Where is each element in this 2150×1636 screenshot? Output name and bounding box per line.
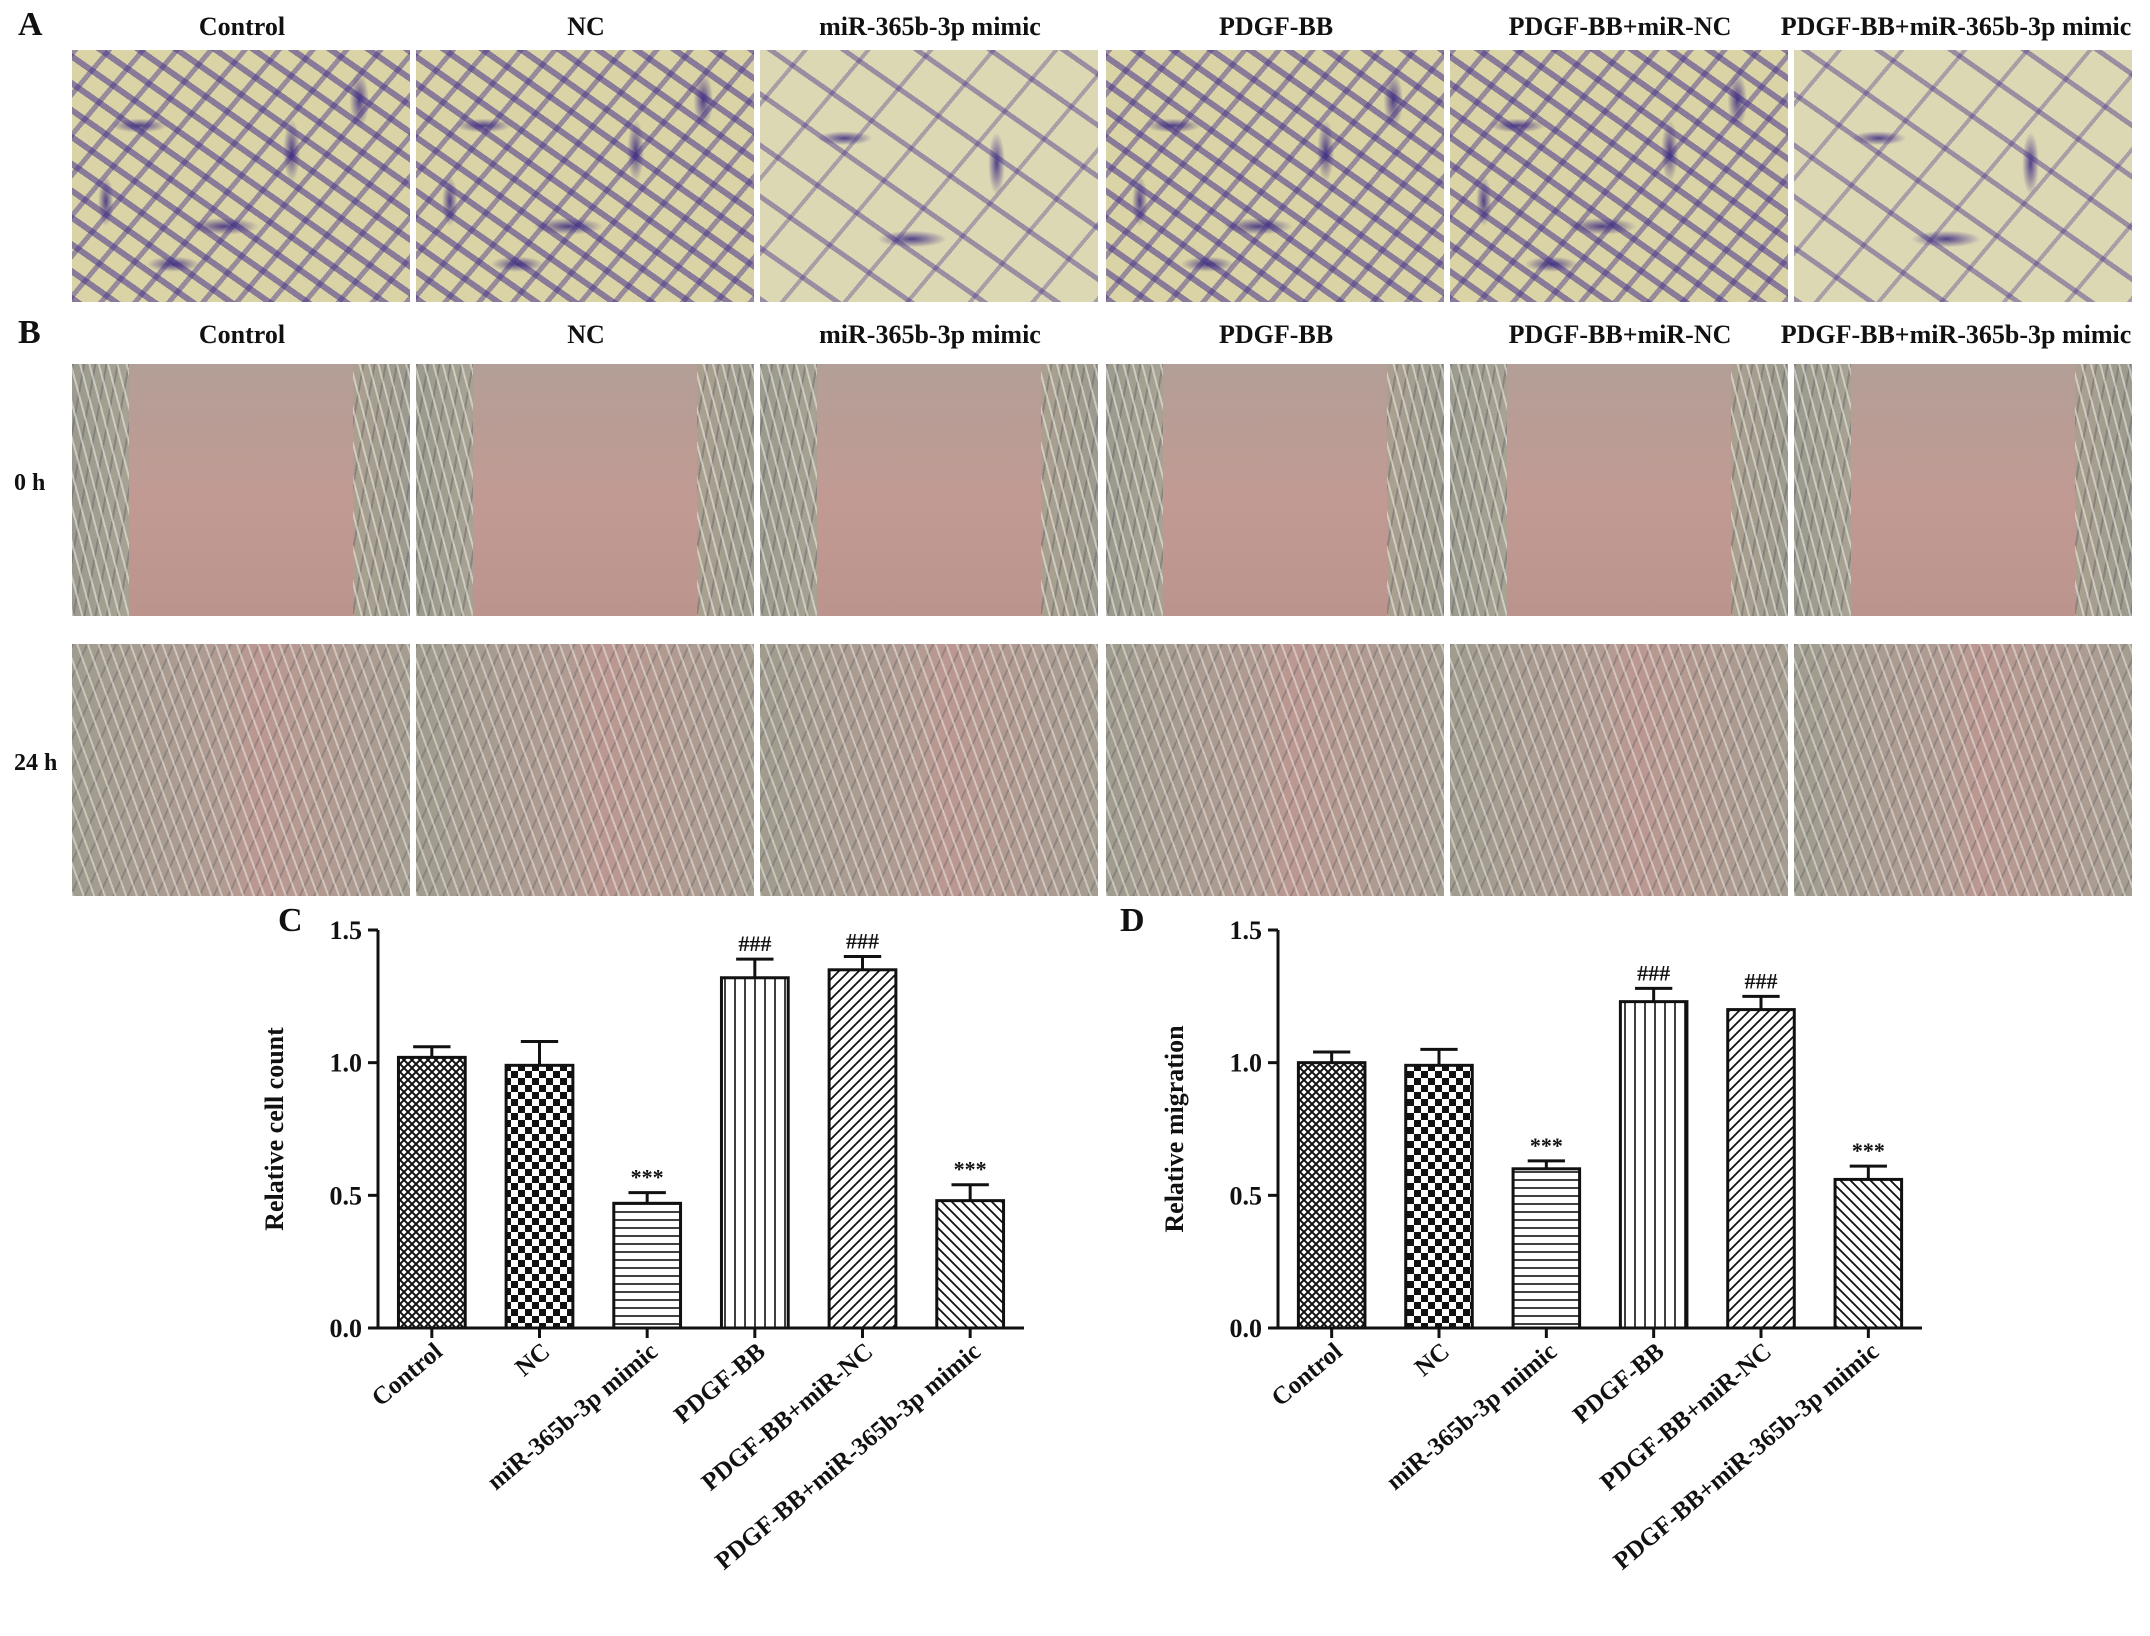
wound-photo-24h-pdgf-nc xyxy=(1450,644,1788,896)
d-bar xyxy=(1296,1061,1367,1330)
c-x-tick-label: NC xyxy=(510,1338,555,1382)
d-bar xyxy=(1726,1008,1796,1330)
panel-a-label-mimic: miR-365b-3p mimic xyxy=(819,12,1041,41)
row-label-0h: 0 h xyxy=(14,470,46,496)
panel-a-label-control: Control xyxy=(198,12,286,41)
c-bar xyxy=(612,1201,683,1330)
panel-c-letter: C xyxy=(278,902,303,939)
panel-a-letter: A xyxy=(18,6,43,43)
c-y-tick-label: 0.0 xyxy=(330,1314,363,1343)
chart-d: 0.0 0.5 1.0 1.5 Relative migration Control NC *… xyxy=(1160,916,1922,1575)
c-bar xyxy=(827,968,898,1330)
panel-b-label-mimic: miR-365b-3p mimic xyxy=(819,320,1041,349)
transwell-photo-pdgf-mimic xyxy=(1794,50,2132,302)
d-significance-label: *** xyxy=(1530,1133,1563,1158)
wound-photo-0h-mimic xyxy=(760,364,1098,616)
c-significance-label: *** xyxy=(631,1165,664,1190)
d-y-tick-label: 1.5 xyxy=(1230,916,1263,945)
panel-a-label-pdgf-nc: PDGF-BB+miR-NC xyxy=(1508,12,1732,41)
d-x-tick-label: NC xyxy=(1410,1338,1455,1382)
c-x-tick-label: Control xyxy=(367,1338,448,1412)
panel-b-label-nc: NC xyxy=(567,320,605,349)
d-y-tick-label: 0.5 xyxy=(1230,1181,1263,1210)
wound-photo-24h-mimic xyxy=(760,644,1098,896)
d-bar xyxy=(1833,1177,1904,1330)
c-bar xyxy=(935,1199,1006,1330)
d-y-tick-label: 0.0 xyxy=(1230,1314,1263,1343)
c-y-tick-label: 1.0 xyxy=(330,1049,363,1078)
c-bar xyxy=(504,1063,575,1330)
panel-a-label-nc: NC xyxy=(567,12,605,41)
c-y-tick-label: 1.5 xyxy=(330,916,363,945)
c-significance-label: ### xyxy=(738,931,771,956)
wound-photo-0h-control xyxy=(72,364,410,616)
transwell-photo-pdgf-nc xyxy=(1450,50,1788,302)
wound-photo-24h-control xyxy=(72,644,410,896)
wound-photo-0h-pdgf-mimic xyxy=(1794,364,2132,616)
d-x-tick-label: miR-365b-3p mimic xyxy=(1382,1338,1563,1496)
c-significance-label: *** xyxy=(954,1157,987,1182)
transwell-photo-pdgf xyxy=(1106,50,1444,302)
wound-photo-24h-pdgf xyxy=(1106,644,1444,896)
c-x-tick-label: PDGF-BB xyxy=(669,1338,770,1429)
d-bar xyxy=(1511,1167,1582,1330)
wound-photo-24h-pdgf-mimic xyxy=(1794,644,2132,896)
d-x-tick-label: PDGF-BB xyxy=(1568,1338,1669,1429)
wound-photo-0h-nc xyxy=(416,364,754,616)
panel-b-label-control: Control xyxy=(198,320,286,349)
d-x-tick-label: Control xyxy=(1267,1338,1348,1412)
wound-photo-0h-pdgf-nc xyxy=(1450,364,1788,616)
row-label-24h: 24 h xyxy=(14,750,58,776)
panel-b-label-pdgf: PDGF-BB xyxy=(1218,320,1334,349)
d-significance-label: ### xyxy=(1637,960,1670,985)
d-significance-label: *** xyxy=(1852,1138,1885,1163)
transwell-photo-nc xyxy=(416,50,754,302)
wound-photo-0h-pdgf xyxy=(1106,364,1444,616)
panel-b-label-pdgf-nc: PDGF-BB+miR-NC xyxy=(1508,320,1732,349)
wound-photo-24h-nc xyxy=(416,644,754,896)
d-y-axis-label: Relative migration xyxy=(1160,1025,1189,1233)
c-bar xyxy=(396,1055,467,1330)
d-y-tick-label: 1.0 xyxy=(1230,1049,1263,1078)
transwell-photo-mimic xyxy=(760,50,1098,302)
c-significance-label: ### xyxy=(846,929,879,954)
panel-b-label-pdgf-mimic: PDGF-BB+miR-365b-3p mimic xyxy=(1780,320,2132,349)
chart-c: 0.0 0.5 1.0 1.5 Relative cell count Control NC… xyxy=(260,916,1024,1575)
c-bar xyxy=(719,976,790,1330)
c-y-tick-label: 0.5 xyxy=(330,1181,363,1210)
panel-d-letter: D xyxy=(1120,902,1145,939)
d-bar xyxy=(1404,1063,1474,1330)
panel-b-letter: B xyxy=(18,314,41,351)
d-significance-label: ### xyxy=(1745,968,1778,993)
c-y-axis-label: Relative cell count xyxy=(260,1027,289,1231)
d-bar xyxy=(1618,1000,1689,1330)
panel-a-label-pdgf: PDGF-BB xyxy=(1218,12,1334,41)
panel-a-label-pdgf-mimic: PDGF-BB+miR-365b-3p mimic xyxy=(1780,12,2132,41)
transwell-photo-control xyxy=(72,50,410,302)
